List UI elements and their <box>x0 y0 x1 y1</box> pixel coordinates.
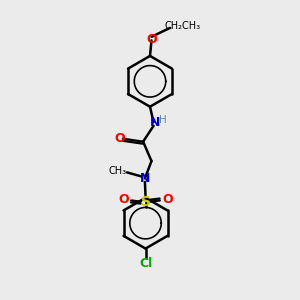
Text: CH₃: CH₃ <box>109 166 127 176</box>
Text: N: N <box>150 116 160 129</box>
Text: N: N <box>140 172 150 185</box>
Text: S: S <box>140 195 151 209</box>
Text: O: O <box>162 194 173 206</box>
Text: H: H <box>159 116 167 125</box>
Text: O: O <box>118 194 129 206</box>
Text: O: O <box>114 132 124 145</box>
Text: O: O <box>146 33 157 46</box>
Text: Cl: Cl <box>139 257 152 270</box>
Text: CH₂CH₃: CH₂CH₃ <box>164 21 201 32</box>
